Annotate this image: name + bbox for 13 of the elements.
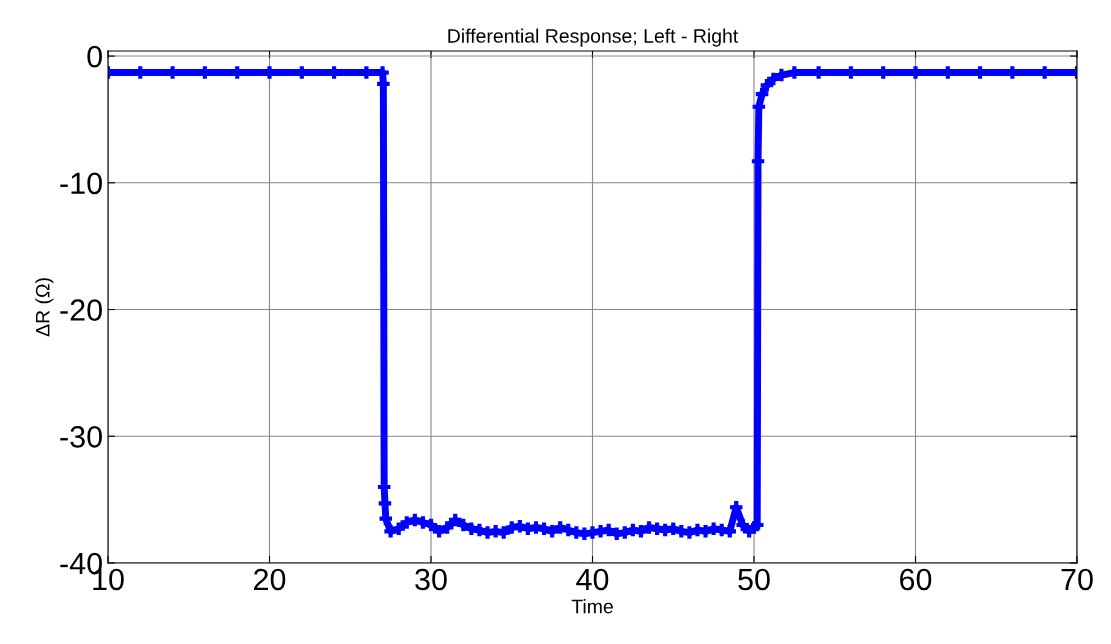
x-tick-label: 40: [576, 568, 609, 591]
x-tick-label: 30: [415, 568, 447, 591]
y-tick-label: -20: [60, 299, 102, 321]
x-tick-label: 50: [738, 568, 770, 591]
x-axis-title: Time: [571, 599, 613, 614]
y-axis-title: ΔR (Ω): [35, 278, 54, 337]
x-tick-label: 60: [900, 568, 932, 591]
y-tick-label: -30: [60, 426, 102, 448]
chart-title: Differential Response; Left - Right: [448, 28, 739, 47]
x-tick-label: 70: [1061, 568, 1093, 591]
x-tick-label: 20: [254, 568, 286, 591]
y-tick-label: 0: [87, 45, 102, 68]
y-tick-label: -10: [60, 172, 102, 195]
